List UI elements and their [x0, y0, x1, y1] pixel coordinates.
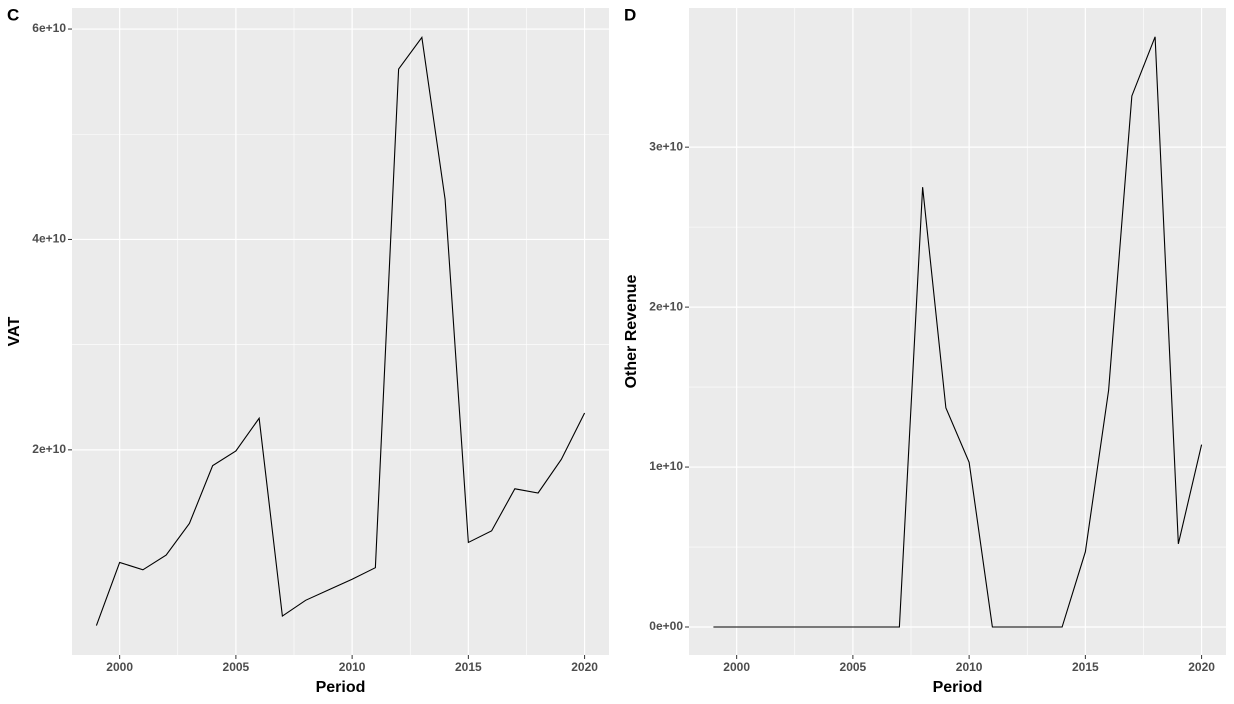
y-tick-label: 0e+00: [649, 619, 683, 633]
panel-tag: D: [624, 5, 636, 24]
panel-background: [689, 8, 1226, 655]
y-axis-title: VAT: [6, 316, 23, 346]
x-tick-label: 2015: [455, 660, 482, 674]
y-tick-label: 1e+10: [649, 459, 683, 473]
x-tick-label: 2015: [1072, 660, 1099, 674]
x-axis-title: Period: [316, 679, 366, 696]
x-tick-label: 2005: [223, 660, 250, 674]
y-tick-label: 2e+10: [649, 299, 683, 313]
y-tick-label: 6e+10: [32, 21, 66, 35]
x-tick-label: 2000: [723, 660, 750, 674]
panel-tag: C: [7, 5, 19, 24]
y-tick-label: 4e+10: [32, 232, 66, 246]
data-line: [95, 36, 586, 626]
x-tick-label: 2005: [840, 660, 867, 674]
x-tick-label: 2000: [106, 660, 133, 674]
y-tick-label: 3e+10: [649, 139, 683, 153]
x-tick-label: 2020: [1188, 660, 1215, 674]
data-line: [713, 36, 1203, 628]
panel-background: [72, 8, 609, 655]
x-axis-title: Period: [933, 679, 983, 696]
y-axis-title: Other Revenue: [623, 274, 640, 388]
x-tick-label: 2010: [956, 660, 983, 674]
x-tick-label: 2010: [339, 660, 366, 674]
y-tick-label: 2e+10: [32, 442, 66, 456]
x-tick-label: 2020: [571, 660, 598, 674]
